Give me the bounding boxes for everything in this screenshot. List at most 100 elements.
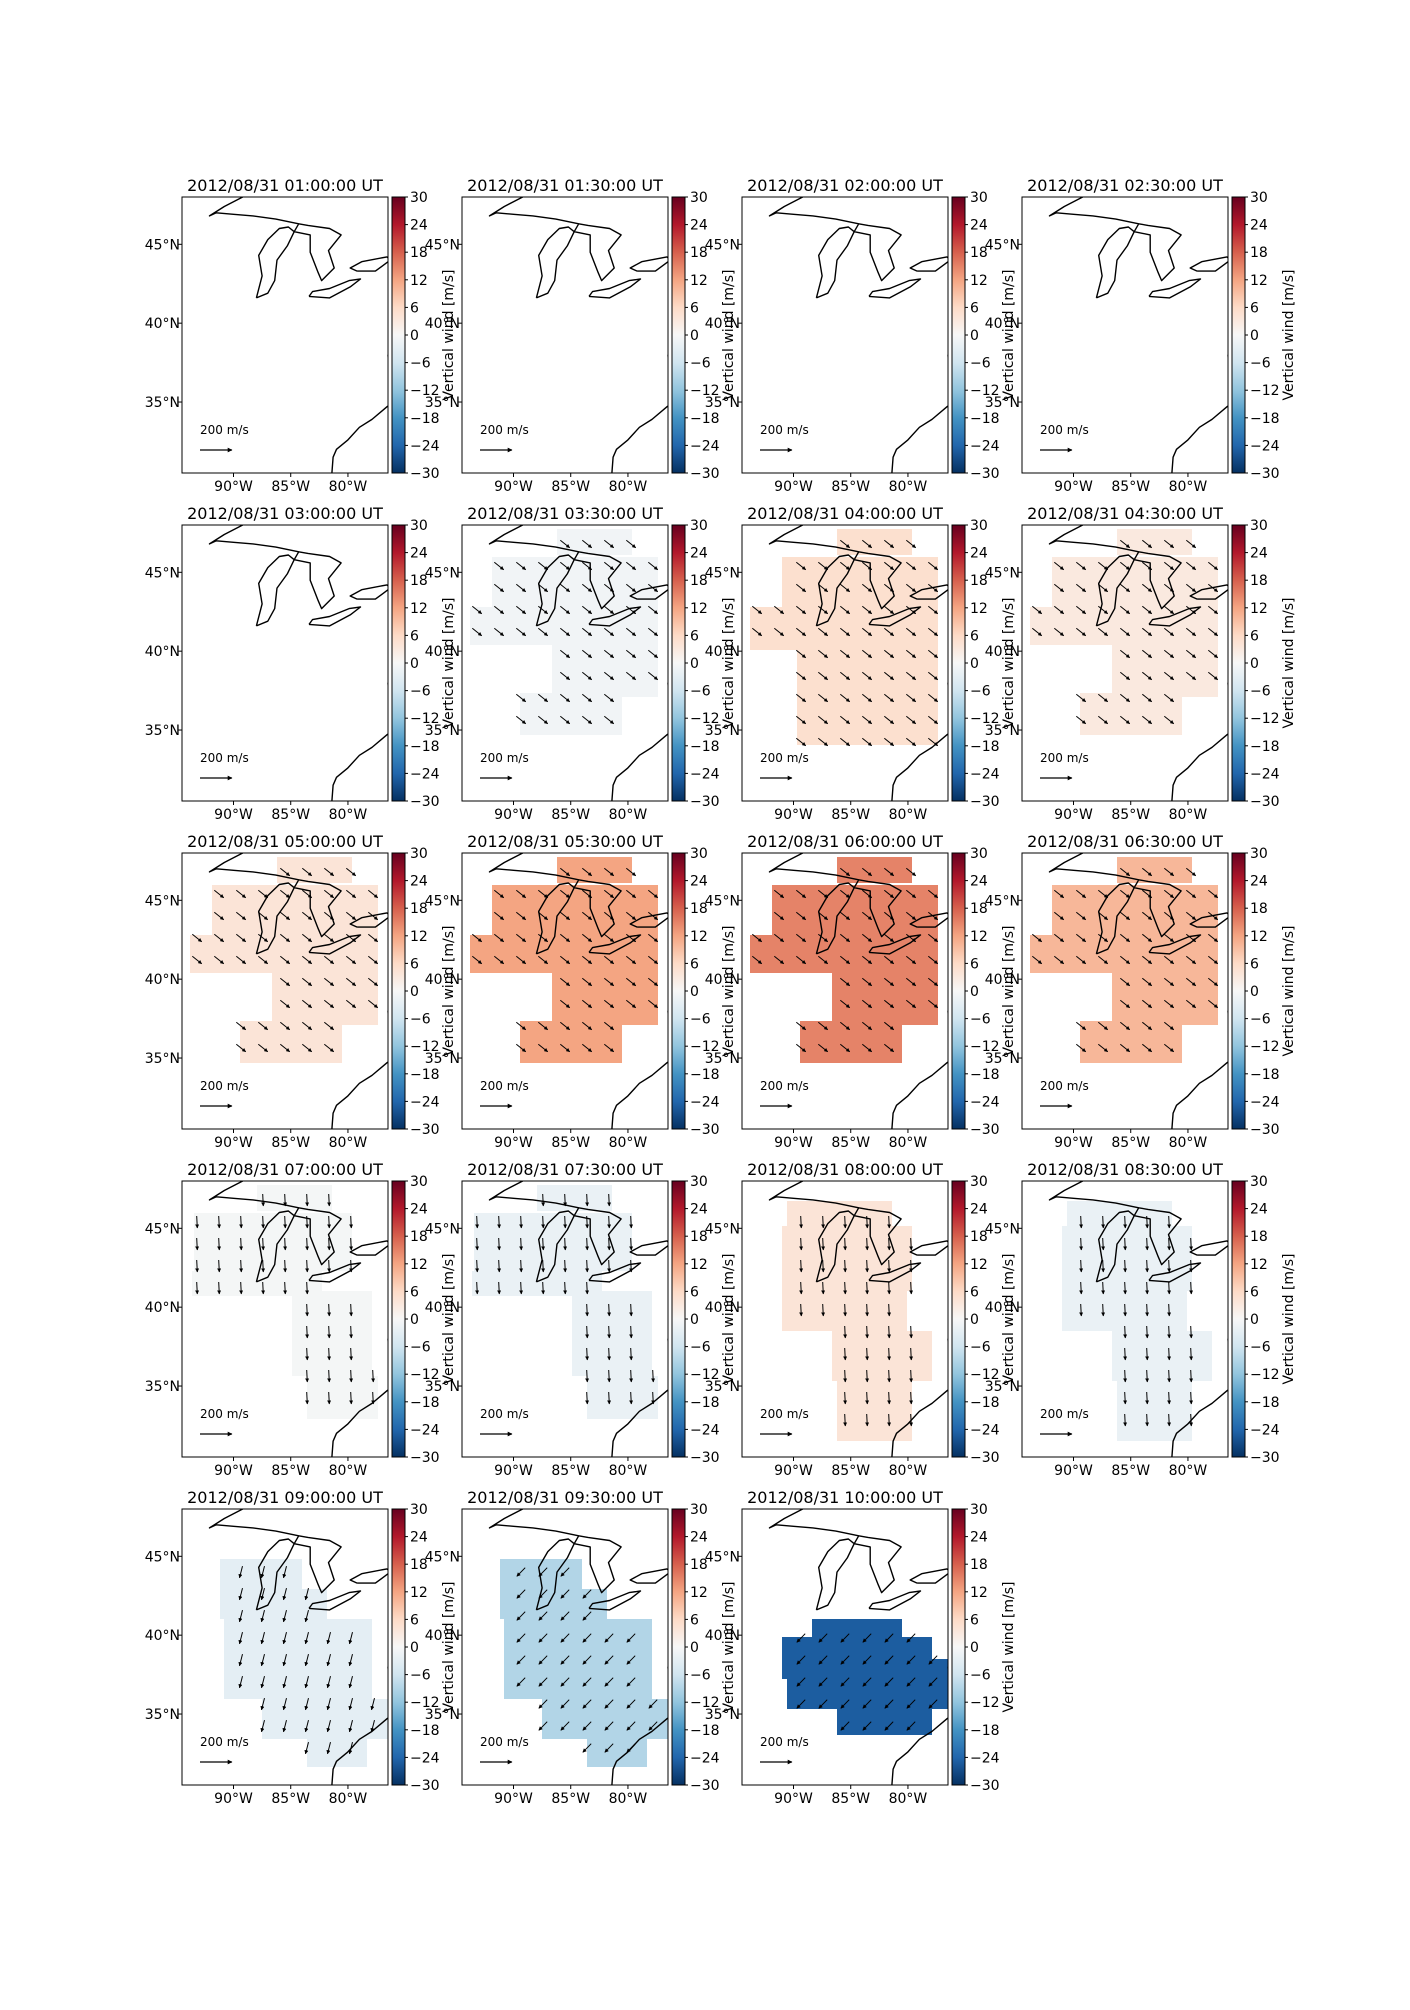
wind-vector-arrow bbox=[906, 737, 916, 747]
lat-tick-label: 35°N bbox=[145, 1379, 180, 1395]
colorbar-tick-label: −18 bbox=[690, 1067, 720, 1083]
wind-vector-arrow bbox=[604, 1699, 614, 1709]
wind-vector-arrow bbox=[560, 1611, 570, 1621]
wind-cell-block bbox=[1030, 935, 1218, 973]
lon-tick-label: 80°W bbox=[609, 1463, 648, 1479]
panel-title: 2012/08/31 09:30:00 UT bbox=[467, 1488, 663, 1507]
colorbar-label: Vertical wind [m/s] bbox=[1281, 598, 1297, 729]
wind-vector-arrow bbox=[796, 1655, 806, 1665]
lon-tick-label: 90°W bbox=[774, 807, 813, 823]
wind-vector-arrow bbox=[796, 627, 806, 637]
wind-vector-arrow bbox=[906, 649, 916, 659]
wind-vector-arrow bbox=[305, 1325, 310, 1339]
wind-vector-arrow bbox=[840, 955, 850, 965]
wind-vector-arrow bbox=[282, 1676, 287, 1689]
wind-vector-arrow bbox=[324, 977, 334, 987]
wind-vector-arrow bbox=[1164, 715, 1174, 725]
wind-vector-arrow bbox=[516, 561, 526, 571]
wind-vector-arrow bbox=[1167, 1391, 1172, 1405]
wind-vector-arrow bbox=[884, 867, 894, 877]
colorbar-tick-label: 30 bbox=[690, 1174, 708, 1190]
wind-vector-arrow bbox=[519, 1215, 524, 1229]
wind-vector-arrow bbox=[818, 889, 828, 899]
colorbar bbox=[1231, 524, 1246, 802]
wind-cell-block bbox=[750, 935, 938, 973]
lat-tick-label: 45°N bbox=[985, 893, 1020, 909]
colorbar-tick-label: 30 bbox=[690, 1502, 708, 1518]
colorbar-tick-label: −6 bbox=[410, 1340, 431, 1356]
wind-vector-arrow bbox=[304, 1676, 309, 1689]
wind-vector-arrow bbox=[1164, 867, 1174, 877]
wind-vector-arrow bbox=[906, 999, 916, 1009]
colorbar-tick-label: −6 bbox=[970, 1668, 991, 1684]
wind-vector-arrow bbox=[1142, 911, 1152, 921]
colorbar-label: Vertical wind [m/s] bbox=[1001, 598, 1017, 729]
wind-vector-arrow bbox=[305, 1281, 310, 1295]
wind-vector-arrow bbox=[585, 1237, 590, 1251]
colorbar-tick-label: −6 bbox=[410, 684, 431, 700]
wind-vector-arrow bbox=[475, 1281, 480, 1295]
wind-vector-arrow bbox=[1164, 649, 1174, 659]
wind-vector-arrow bbox=[626, 977, 636, 987]
wind-vector-arrow bbox=[238, 1610, 243, 1623]
colorbar bbox=[391, 196, 406, 474]
lat-tick-label: 40°N bbox=[425, 972, 460, 988]
wind-vector-arrow bbox=[1164, 693, 1174, 703]
wind-vector-arrow bbox=[516, 1677, 526, 1687]
colorbar-label: Vertical wind [m/s] bbox=[441, 926, 457, 1057]
wind-vector-arrow bbox=[282, 1654, 287, 1667]
wind-vector-arrow bbox=[217, 1237, 222, 1251]
wind-vector-arrow bbox=[928, 627, 938, 637]
map-area: 200 m/s bbox=[182, 1181, 388, 1457]
wind-vector-arrow bbox=[818, 737, 828, 747]
wind-vector-arrow bbox=[324, 1021, 334, 1031]
coastline bbox=[208, 1181, 388, 1457]
reference-arrow-label: 200 m/s bbox=[760, 1407, 809, 1421]
wind-vector-arrow bbox=[604, 715, 614, 725]
colorbar-tick-label: −30 bbox=[410, 1778, 440, 1794]
lon-tick-label: 85°W bbox=[551, 479, 590, 495]
colorbar-tick-label: 0 bbox=[410, 328, 419, 344]
map-panel: 2012/08/31 09:30:00 UT 200 m/s 45°N 40°N 35°… bbox=[425, 1488, 737, 1807]
colorbar-tick-label: −24 bbox=[1250, 766, 1280, 782]
wind-vector-arrow bbox=[1142, 867, 1152, 877]
wind-vector-arrow bbox=[862, 933, 872, 943]
wind-vector-arrow bbox=[909, 1391, 914, 1405]
wind-vector-arrow bbox=[1208, 671, 1218, 681]
wind-vector-arrow bbox=[607, 1391, 612, 1405]
wind-vector-arrow bbox=[818, 1655, 828, 1665]
wind-vector-arrow bbox=[906, 583, 916, 593]
colorbar-tick-label: 0 bbox=[970, 328, 979, 344]
wind-vector-arrow bbox=[884, 999, 894, 1009]
panel-title: 2012/08/31 02:00:00 UT bbox=[747, 176, 943, 195]
colorbar-tick-label: 12 bbox=[1250, 601, 1268, 617]
wind-vector-arrow bbox=[346, 911, 356, 921]
wind-vector-arrow bbox=[280, 955, 290, 965]
wind-vector-arrow bbox=[1167, 1347, 1172, 1361]
wind-vector-arrow bbox=[538, 1043, 548, 1053]
colorbar-tick-label: −30 bbox=[410, 794, 440, 810]
wind-vector-arrow bbox=[261, 1215, 266, 1229]
wind-vector-arrow bbox=[563, 1215, 568, 1229]
wind-vector-arrow bbox=[1120, 539, 1130, 549]
lon-tick-label: 90°W bbox=[214, 1791, 253, 1807]
wind-vector-arrow bbox=[560, 1677, 570, 1687]
wind-cell-block bbox=[837, 1381, 912, 1441]
wind-vector-arrow bbox=[796, 693, 806, 703]
wind-vector-arrow bbox=[862, 1021, 872, 1031]
lat-tick-label: 35°N bbox=[425, 1379, 460, 1395]
wind-vector-arrow bbox=[1145, 1347, 1150, 1361]
wind-vector-arrow bbox=[261, 1237, 266, 1251]
wind-vector-arrow bbox=[1142, 539, 1152, 549]
reference-arrow-label: 200 m/s bbox=[760, 751, 809, 765]
wind-vector-arrow bbox=[560, 889, 570, 899]
wind-vector-arrow bbox=[840, 715, 850, 725]
lon-tick-label: 85°W bbox=[831, 479, 870, 495]
colorbar-tick-label: 18 bbox=[970, 1229, 988, 1245]
lat-tick-label: 40°N bbox=[145, 1628, 180, 1644]
map-panel: 2012/08/31 04:00:00 UT 200 m/s 45°N 40°N 35°… bbox=[705, 504, 1017, 823]
lon-tick-label: 90°W bbox=[774, 1463, 813, 1479]
reference-arrow-label: 200 m/s bbox=[760, 1079, 809, 1093]
colorbar bbox=[391, 1180, 406, 1458]
wind-vector-arrow bbox=[472, 627, 482, 637]
